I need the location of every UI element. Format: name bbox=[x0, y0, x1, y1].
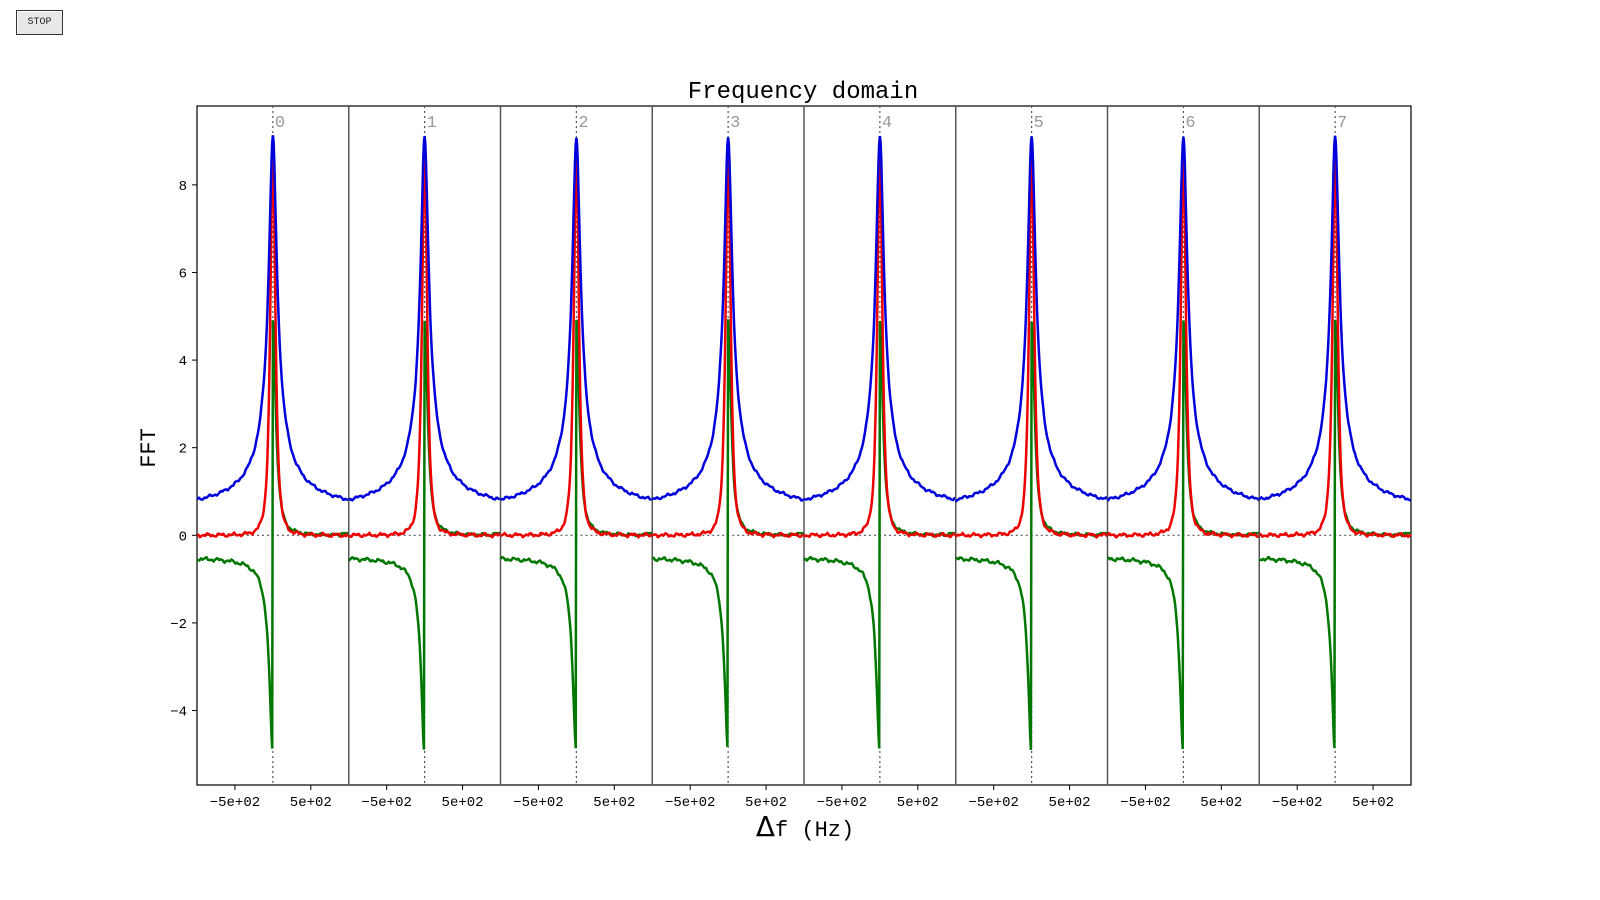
x-tick-label: −5e+02 bbox=[361, 795, 411, 811]
panel-label: 2 bbox=[578, 114, 588, 133]
panel-label: 6 bbox=[1185, 114, 1195, 133]
x-tick-label: 5e+02 bbox=[897, 795, 939, 811]
magnitude-series-line bbox=[500, 137, 653, 502]
panel-label: 1 bbox=[427, 114, 437, 133]
panel-5: 5 −5e+02 5e+02 bbox=[954, 106, 1109, 811]
y-tick-label: 6 bbox=[179, 266, 187, 282]
svg-text:Δf (Hz): Δf (Hz) bbox=[756, 810, 854, 843]
x-tick-label: −5e+02 bbox=[1272, 795, 1322, 811]
panel-2: 2 −5e+02 5e+02 bbox=[499, 106, 654, 811]
panel-label: 3 bbox=[730, 114, 740, 133]
x-tick-label: 5e+02 bbox=[290, 795, 332, 811]
x-tick-label: −5e+02 bbox=[513, 795, 563, 811]
magnitude-series-line bbox=[196, 135, 350, 502]
panel-6: 6 −5e+02 5e+02 bbox=[1106, 106, 1261, 811]
panel-1: 1 −5e+02 5e+02 bbox=[347, 106, 502, 811]
panel-3: 3 −5e+02 5e+02 bbox=[651, 106, 805, 811]
y-tick-label: −4 bbox=[170, 705, 187, 721]
y-tick-label: 8 bbox=[179, 179, 187, 195]
panel-label: 7 bbox=[1337, 114, 1347, 133]
magnitude-series-line bbox=[803, 135, 957, 502]
x-tick-label: −5e+02 bbox=[817, 795, 867, 811]
y-tick-label: 4 bbox=[179, 354, 187, 370]
x-tick-label: 5e+02 bbox=[745, 795, 787, 811]
magnitude-series-line bbox=[348, 135, 501, 502]
x-axis-label-text: f (Hz) bbox=[775, 818, 854, 843]
y-tick-label: −2 bbox=[170, 617, 187, 633]
x-axis-label-symbol: Δ bbox=[756, 810, 775, 843]
x-tick-label: −5e+02 bbox=[210, 795, 260, 811]
magnitude-series-line bbox=[1258, 135, 1412, 502]
y-tick-label: 0 bbox=[179, 529, 187, 545]
panel-4: 4 −5e+02 5e+02 bbox=[803, 106, 957, 811]
chart-panels: 0 −5e+02 5e+02 1 −5e+02 5e+02 2 −5e+02 5e+02 3 −5e… bbox=[196, 105, 1412, 811]
imag-series-line bbox=[651, 319, 804, 747]
y-tick-label: 2 bbox=[179, 442, 187, 458]
x-tick-label: −5e+02 bbox=[968, 795, 1018, 811]
x-tick-label: 5e+02 bbox=[1352, 795, 1394, 811]
stop-button[interactable]: STOP bbox=[16, 10, 63, 35]
panel-label: 5 bbox=[1034, 114, 1044, 133]
y-axis-label: FFT bbox=[137, 428, 162, 468]
x-tick-label: −5e+02 bbox=[1120, 795, 1170, 811]
panel-0: 0 −5e+02 5e+02 bbox=[196, 106, 350, 811]
x-tick-label: 5e+02 bbox=[1049, 795, 1091, 811]
x-tick-label: −5e+02 bbox=[665, 795, 715, 811]
panel-label: 4 bbox=[882, 114, 892, 133]
chart-title: Frequency domain bbox=[688, 79, 918, 106]
magnitude-series-line bbox=[1106, 136, 1261, 502]
panel-7: 7 −5e+02 5e+02 bbox=[1258, 106, 1412, 811]
magnitude-series-line bbox=[652, 137, 805, 502]
x-tick-label: 5e+02 bbox=[442, 795, 484, 811]
magnitude-series-line bbox=[954, 136, 1109, 503]
x-tick-label: 5e+02 bbox=[593, 795, 635, 811]
x-axis-label: Δf (Hz) bbox=[756, 810, 854, 843]
x-tick-label: 5e+02 bbox=[1200, 795, 1242, 811]
panel-label: 0 bbox=[275, 114, 285, 133]
y-axis: −4 −2 0 2 4 6 8 bbox=[170, 179, 197, 721]
